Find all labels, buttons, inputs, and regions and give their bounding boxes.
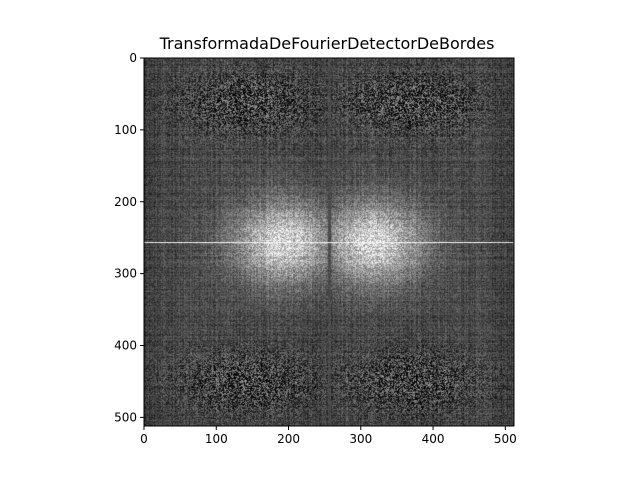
x-tick-label: 200: [277, 432, 300, 446]
x-tick-label: 300: [349, 432, 372, 446]
y-tick-label: 300: [114, 267, 137, 281]
x-tick-label: 0: [140, 432, 148, 446]
x-tick-label: 500: [494, 432, 517, 446]
fourier-spectrum-image: [144, 58, 514, 426]
y-tick-label: 200: [114, 195, 137, 209]
y-tick-label: 0: [129, 51, 137, 65]
x-tick-label: 100: [205, 432, 228, 446]
axes-frame: [143, 57, 515, 427]
spectrum-image-wrapper: [144, 58, 514, 426]
x-axis: 0 100 200 300 400 500: [140, 426, 517, 446]
y-tick-label: 400: [114, 339, 137, 353]
chart-title: TransformadaDeFourierDetectorDeBordes: [159, 34, 495, 53]
plot-area: [143, 57, 515, 427]
y-tick-label: 500: [114, 410, 137, 424]
y-tick-label: 100: [114, 123, 137, 137]
y-axis: 0 100 200 300 400 500: [114, 51, 144, 424]
x-tick-label: 400: [422, 432, 445, 446]
